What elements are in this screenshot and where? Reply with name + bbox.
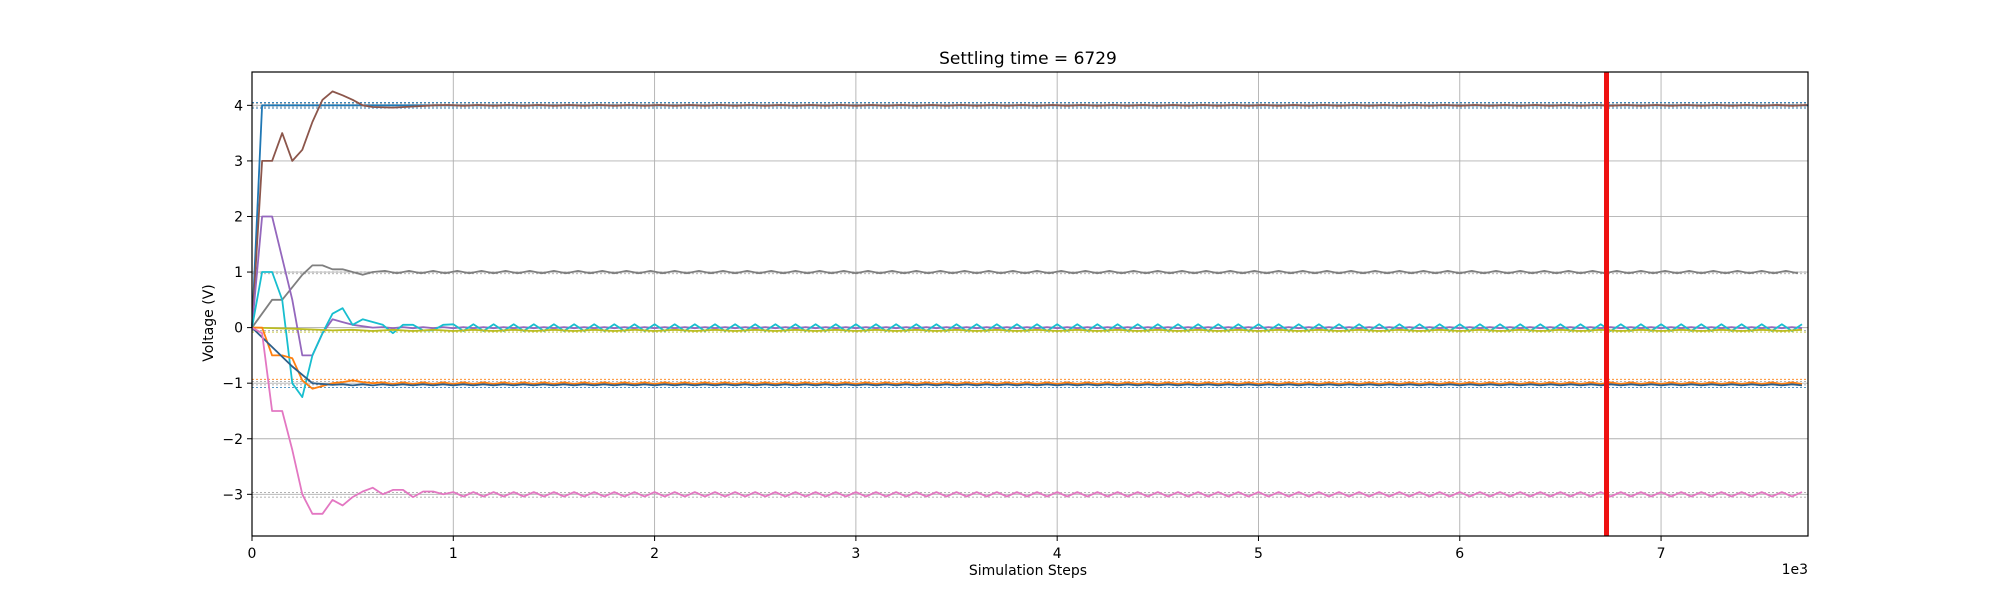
series-group xyxy=(251,90,1808,515)
y-axis-label: Voltage (V) xyxy=(201,284,217,361)
chart-title: Settling time = 6729 xyxy=(939,49,1117,69)
series-line xyxy=(251,90,1808,328)
y-tick-label: 2 xyxy=(234,209,243,225)
y-tick-label: −2 xyxy=(222,432,243,448)
series-line xyxy=(252,326,1803,390)
x-axis-ticks: 0 1 2 3 4 5 6 7 xyxy=(248,536,1666,562)
y-tick-label: 4 xyxy=(234,98,243,114)
y-tick-label: 0 xyxy=(234,321,243,337)
x-tick-label: 2 xyxy=(650,546,659,562)
series-line xyxy=(251,264,1799,329)
x-axis-offset-label: 1e3 xyxy=(1782,562,1808,578)
x-axis-label: Simulation Steps xyxy=(969,563,1087,579)
x-tick-label: 5 xyxy=(1254,546,1263,562)
y-axis-ticks: −3 −2 −1 0 1 2 3 4 xyxy=(222,98,252,503)
x-tick-label: 1 xyxy=(449,546,458,562)
series-line xyxy=(251,326,1803,387)
y-tick-label: −1 xyxy=(222,376,243,392)
series-line xyxy=(251,215,1803,357)
y-tick-label: 1 xyxy=(234,265,243,281)
series-line xyxy=(251,326,1803,332)
series-line xyxy=(251,271,1803,398)
plot-frame xyxy=(251,71,1809,537)
x-tick-label: 3 xyxy=(851,546,860,562)
x-tick-label: 6 xyxy=(1455,546,1464,562)
series-line xyxy=(251,326,1803,515)
y-tick-label: −3 xyxy=(222,487,243,503)
x-tick-label: 0 xyxy=(248,546,257,562)
x-tick-label: 7 xyxy=(1657,546,1666,562)
y-tick-label: 3 xyxy=(234,154,243,170)
x-tick-label: 4 xyxy=(1053,546,1062,562)
